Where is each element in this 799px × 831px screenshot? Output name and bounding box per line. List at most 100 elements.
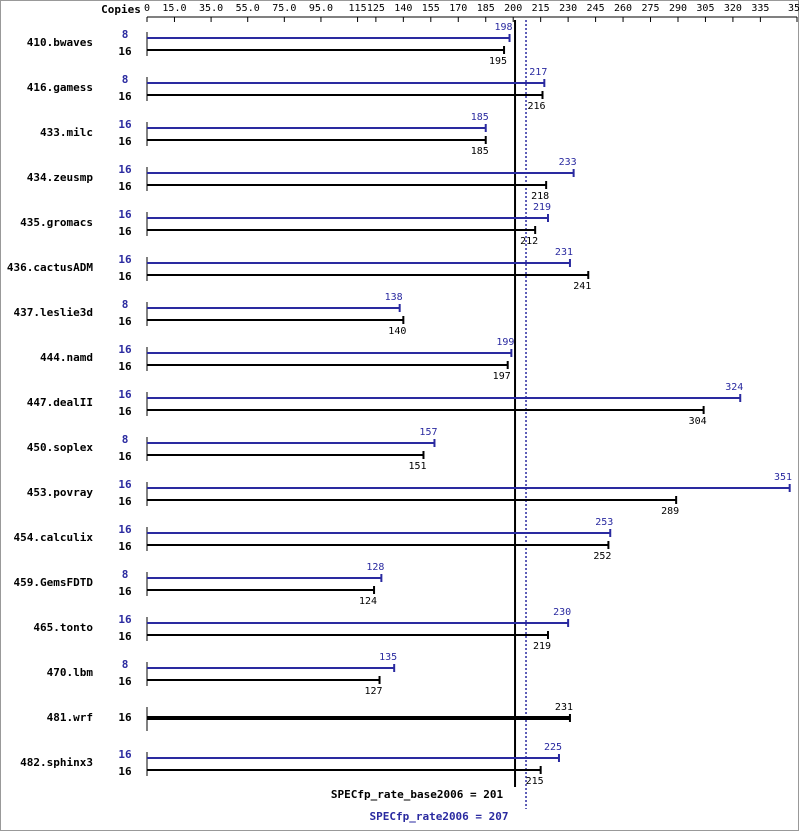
x-tick-label: 125 bbox=[367, 3, 385, 14]
x-tick-label: 55.0 bbox=[236, 3, 260, 14]
value-label: 195 bbox=[489, 56, 507, 67]
value-label: 324 bbox=[725, 382, 743, 393]
x-tick-label: 115 bbox=[349, 3, 367, 14]
copies-label: 16 bbox=[118, 208, 132, 221]
copies-label: 16 bbox=[118, 478, 132, 491]
value-label: 124 bbox=[359, 596, 377, 607]
benchmark-label: 447.dealII bbox=[27, 396, 93, 409]
x-tick-label: 200 bbox=[504, 3, 522, 14]
value-label: 217 bbox=[529, 67, 547, 78]
value-label: 212 bbox=[520, 236, 538, 247]
copies-label: 16 bbox=[118, 540, 132, 553]
value-label: 185 bbox=[471, 146, 489, 157]
copies-label: 16 bbox=[118, 523, 132, 536]
copies-label: 16 bbox=[118, 495, 132, 508]
benchmark-label: 410.bwaves bbox=[27, 36, 93, 49]
copies-label: 16 bbox=[118, 343, 132, 356]
copies-label: 8 bbox=[122, 433, 129, 446]
copies-label: 16 bbox=[118, 585, 132, 598]
value-label: 241 bbox=[573, 281, 591, 292]
value-label: 231 bbox=[555, 702, 573, 713]
value-label: 219 bbox=[533, 641, 551, 652]
copies-label: 16 bbox=[118, 135, 132, 148]
value-label: 230 bbox=[553, 607, 571, 618]
copies-label: 8 bbox=[122, 658, 129, 671]
value-label: 233 bbox=[559, 157, 577, 168]
benchmark-label: 482.sphinx3 bbox=[20, 756, 93, 769]
x-tick-label: 290 bbox=[669, 3, 687, 14]
x-tick-label: 15.0 bbox=[162, 3, 186, 14]
benchmark-label: 481.wrf bbox=[47, 711, 93, 724]
benchmark-label: 450.soplex bbox=[27, 441, 94, 454]
value-label: 215 bbox=[526, 776, 544, 787]
copies-label: 8 bbox=[122, 28, 129, 41]
value-label: 198 bbox=[495, 22, 513, 33]
value-label: 216 bbox=[527, 101, 545, 112]
value-label: 289 bbox=[661, 506, 679, 517]
benchmark-label: 434.zeusmp bbox=[27, 171, 94, 184]
copies-label: 16 bbox=[118, 450, 132, 463]
copies-label: 16 bbox=[118, 360, 132, 373]
x-tick-label: 0 bbox=[144, 3, 150, 14]
benchmark-label: 470.lbm bbox=[47, 666, 94, 679]
value-label: 252 bbox=[593, 551, 611, 562]
value-label: 218 bbox=[531, 191, 549, 202]
copies-label: 16 bbox=[118, 225, 132, 238]
value-label: 351 bbox=[774, 472, 792, 483]
copies-label: 8 bbox=[122, 298, 129, 311]
x-tick-label: 355 bbox=[788, 3, 799, 14]
copies-header: Copies bbox=[101, 3, 141, 16]
reference-label: SPECfp_rate2006 = 207 bbox=[369, 810, 508, 823]
x-tick-label: 155 bbox=[422, 3, 440, 14]
x-tick-label: 305 bbox=[696, 3, 714, 14]
x-tick-label: 320 bbox=[724, 3, 742, 14]
x-tick-label: 245 bbox=[587, 3, 605, 14]
value-label: 219 bbox=[533, 202, 551, 213]
value-label: 135 bbox=[379, 652, 397, 663]
copies-label: 8 bbox=[122, 73, 129, 86]
copies-label: 16 bbox=[118, 90, 132, 103]
copies-label: 16 bbox=[118, 675, 132, 688]
copies-label: 16 bbox=[118, 613, 132, 626]
copies-label: 16 bbox=[118, 118, 132, 131]
benchmark-label: 416.gamess bbox=[27, 81, 93, 94]
benchmark-label: 435.gromacs bbox=[20, 216, 93, 229]
x-tick-label: 215 bbox=[532, 3, 550, 14]
copies-label: 16 bbox=[118, 388, 132, 401]
benchmark-label: 459.GemsFDTD bbox=[14, 576, 94, 589]
value-label: 197 bbox=[493, 371, 511, 382]
value-label: 304 bbox=[689, 416, 707, 427]
copies-label: 16 bbox=[118, 405, 132, 418]
value-label: 225 bbox=[544, 742, 562, 753]
benchmark-label: 444.namd bbox=[40, 351, 93, 364]
benchmark-label: 465.tonto bbox=[33, 621, 93, 634]
x-tick-label: 75.0 bbox=[272, 3, 296, 14]
benchmark-label: 433.milc bbox=[40, 126, 93, 139]
copies-label: 16 bbox=[118, 163, 132, 176]
benchmark-label: 437.leslie3d bbox=[14, 306, 93, 319]
x-tick-label: 95.0 bbox=[309, 3, 333, 14]
value-label: 138 bbox=[385, 292, 403, 303]
copies-label: 16 bbox=[118, 45, 132, 58]
value-label: 253 bbox=[595, 517, 613, 528]
value-label: 128 bbox=[366, 562, 384, 573]
copies-label: 16 bbox=[118, 748, 132, 761]
copies-label: 8 bbox=[122, 568, 129, 581]
benchmark-label: 454.calculix bbox=[14, 531, 94, 544]
value-label: 127 bbox=[365, 686, 383, 697]
value-label: 140 bbox=[388, 326, 406, 337]
reference-label: SPECfp_rate_base2006 = 201 bbox=[331, 788, 504, 801]
value-label: 231 bbox=[555, 247, 573, 258]
copies-label: 16 bbox=[118, 253, 132, 266]
x-tick-label: 230 bbox=[559, 3, 577, 14]
benchmark-label: 436.cactusADM bbox=[7, 261, 93, 274]
copies-label: 16 bbox=[118, 270, 132, 283]
value-label: 199 bbox=[496, 337, 514, 348]
copies-label: 16 bbox=[118, 630, 132, 643]
x-tick-label: 275 bbox=[641, 3, 659, 14]
benchmark-label: 453.povray bbox=[27, 486, 94, 499]
x-tick-label: 260 bbox=[614, 3, 632, 14]
copies-label: 16 bbox=[118, 315, 132, 328]
